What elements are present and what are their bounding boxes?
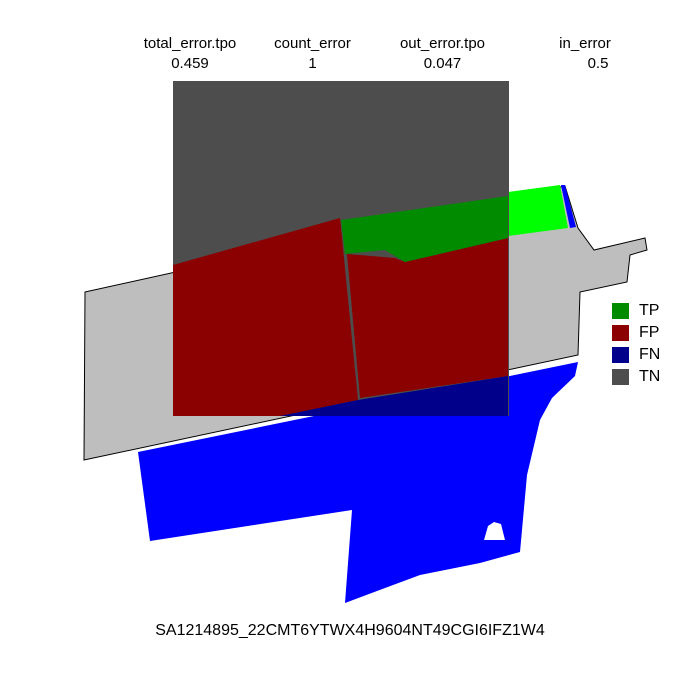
legend: TP FP FN TN (612, 300, 660, 388)
tp-outside-polygon (508, 185, 568, 236)
stat-total-error: total_error.tpo 0.459 (120, 35, 260, 72)
stat-out-error: out_error.tpo 0.047 (375, 35, 510, 72)
fn-polygon (280, 376, 508, 416)
fp-polygon-right (347, 238, 508, 398)
legend-item-tp: TP (612, 300, 660, 322)
stat-label: in_error (559, 35, 611, 52)
stat-count-error: count_error 1 (250, 35, 375, 72)
fp-polygon-left (173, 218, 358, 416)
legend-label: TP (639, 302, 660, 319)
legend-item-fp: FP (612, 322, 660, 344)
stat-value: 0.5 (587, 55, 609, 72)
legend-swatch (612, 325, 629, 341)
reference-hole (484, 522, 505, 540)
legend-label: FN (639, 346, 661, 363)
parcel-id: SA1214895_22CMT6YTWX4H9604NT49CGI6IFZ1W4 (155, 622, 545, 639)
stat-label: out_error.tpo (399, 35, 486, 52)
fn-edge-polygon (561, 185, 576, 228)
legend-label: FP (639, 324, 660, 341)
legend-label: TN (639, 368, 661, 385)
stat-label: total_error.tpo (143, 35, 237, 52)
stat-label: count_error (274, 35, 351, 52)
legend-swatch (612, 347, 629, 363)
stat-in-error: in_error 0.5 (535, 35, 635, 72)
legend-swatch (612, 369, 629, 385)
legend-item-tn: TN (612, 366, 660, 388)
stat-value: 1 (308, 55, 317, 72)
legend-swatch (612, 303, 629, 319)
tp-polygon (341, 196, 508, 262)
stat-value: 0.459 (171, 55, 209, 72)
stat-value: 0.047 (423, 55, 462, 72)
reference-polygon (138, 362, 578, 603)
legend-item-fn: FN (612, 344, 660, 366)
